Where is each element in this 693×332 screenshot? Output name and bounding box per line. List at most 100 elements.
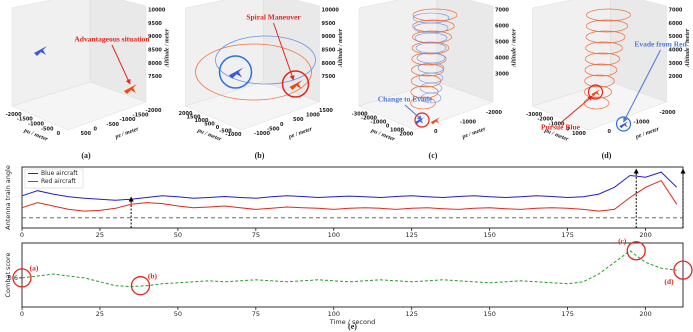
z-tick-label: 9000: [322, 34, 336, 40]
z-tick-label: 8500: [148, 48, 162, 54]
aircraft-icon: [34, 46, 47, 56]
y-tick-label: 500: [293, 117, 304, 123]
z-tick-label: 2000: [669, 74, 683, 80]
aircraft-icon: [619, 121, 629, 129]
y-tick-label: 1000: [306, 113, 320, 119]
legend-label: Blue aircraft: [41, 170, 78, 177]
panel-label: (b): [255, 151, 265, 160]
y-tick-label: -1500: [133, 113, 150, 119]
floor: [184, 81, 321, 131]
floor: [358, 81, 494, 131]
plot-area: [21, 166, 684, 229]
x-tick-label: -1000: [549, 122, 566, 128]
x-tick-label: 175: [561, 310, 573, 318]
trajectory: [412, 19, 455, 33]
panel-label: (d): [602, 151, 612, 160]
aircraft-icon: [591, 89, 601, 97]
x-axis-label: Time / second: [329, 318, 375, 326]
x-tick-label: -500: [219, 128, 232, 134]
z-axis-label: Altitude / meter: [685, 28, 691, 68]
annotation: Advantageous situation: [74, 35, 150, 44]
event-circle: [673, 260, 693, 280]
trajectory: [586, 8, 631, 22]
x-tick-label: -2000: [6, 112, 23, 118]
x-tick-label: -3000: [352, 112, 369, 118]
x-tick-label: 25: [96, 310, 104, 318]
z-tick-label: 5000: [495, 40, 509, 46]
annotation: Change to Evade: [378, 95, 433, 104]
floor: [11, 81, 147, 131]
aircraft-icon: [228, 67, 244, 79]
z-tick-label: 6000: [495, 24, 509, 30]
legend-label: Red aircraft: [41, 178, 76, 185]
y-axis-label: pe / meter: [634, 126, 660, 141]
annotation: Spiral Maneuver: [246, 13, 301, 22]
figure-label: (e): [348, 322, 357, 331]
y-tick-label: -500: [107, 122, 120, 128]
z-tick-label: 7500: [148, 74, 162, 80]
y-tick-label: -1000: [634, 120, 651, 126]
event-label: (a): [30, 264, 39, 273]
x-tick-label: -2000: [537, 117, 554, 123]
x-tick-label: 200: [639, 310, 651, 318]
y-axis-label: Antenna train angle: [4, 165, 12, 230]
trajectory: [411, 41, 450, 55]
x-tick-label: 1000: [390, 128, 404, 134]
z-tick-label: 3000: [669, 61, 683, 67]
x-tick-label: 0: [216, 125, 220, 131]
data-line: [21, 171, 678, 201]
x-tick-label: 75: [252, 231, 260, 239]
x-tick-label: 0: [57, 131, 61, 137]
x-tick-label: -1500: [17, 117, 34, 123]
x-tick-label: 100: [328, 231, 340, 239]
z-tick-label: 4000: [495, 56, 509, 62]
x-tick-label: 150: [483, 310, 495, 318]
aircraft-icon: [124, 84, 137, 94]
z-tick-label: 7000: [669, 8, 683, 14]
annotation-arrow: [560, 95, 593, 124]
z-tick-label: 6000: [669, 21, 683, 27]
y-tick-label: -2000: [146, 108, 163, 114]
highlight-circle: [414, 112, 430, 128]
x-tick-label: 175: [561, 231, 573, 239]
event-label: (c): [618, 236, 627, 245]
x-tick-label: 0: [20, 231, 24, 239]
x-tick-label: 50: [174, 310, 182, 318]
x-tick-label: -3000: [526, 112, 543, 118]
trajectory: [584, 74, 615, 88]
data-line: [21, 250, 677, 288]
z-tick-label: 9000: [148, 34, 162, 40]
y-tick-label: 0: [280, 122, 284, 128]
x-tick-label: 25: [96, 231, 104, 239]
legend-box: [24, 168, 84, 189]
z-axis-label: Altitude / meter: [164, 28, 170, 68]
annotation-arrow: [273, 22, 295, 81]
x-tick-label: -2000: [361, 116, 378, 122]
aircraft-icon: [289, 80, 303, 90]
x-tick-label: 2000: [399, 132, 413, 138]
x-tick-label: 1000: [572, 131, 586, 137]
annotation-arrow: [404, 104, 423, 121]
trajectory: [215, 35, 316, 85]
z-tick-label: 9500: [322, 21, 336, 27]
x-tick-label: 125: [406, 310, 418, 318]
trajectory: [584, 52, 621, 66]
event-label: (d): [664, 277, 674, 286]
y-tick-label: 0: [434, 129, 438, 135]
x-tick-label: 0: [566, 126, 570, 132]
trajectory: [584, 63, 618, 77]
data-line: [21, 179, 678, 212]
x-tick-label: 200: [639, 231, 651, 239]
z-tick-label: 5000: [669, 34, 683, 40]
x-tick-label: 100: [328, 310, 340, 318]
plot-area: [21, 242, 684, 308]
y-tick-label: -1000: [460, 120, 477, 126]
x-tick-label: -500: [41, 126, 54, 132]
trajectory: [420, 92, 442, 104]
trajectory: [585, 19, 629, 33]
annotation: Evade from Red: [634, 40, 687, 49]
x-tick-label: 1000: [195, 118, 209, 124]
z-axis-label: Altitude / meter: [338, 28, 344, 68]
trajectory: [585, 41, 623, 55]
z-tick-label: 7000: [495, 8, 509, 14]
